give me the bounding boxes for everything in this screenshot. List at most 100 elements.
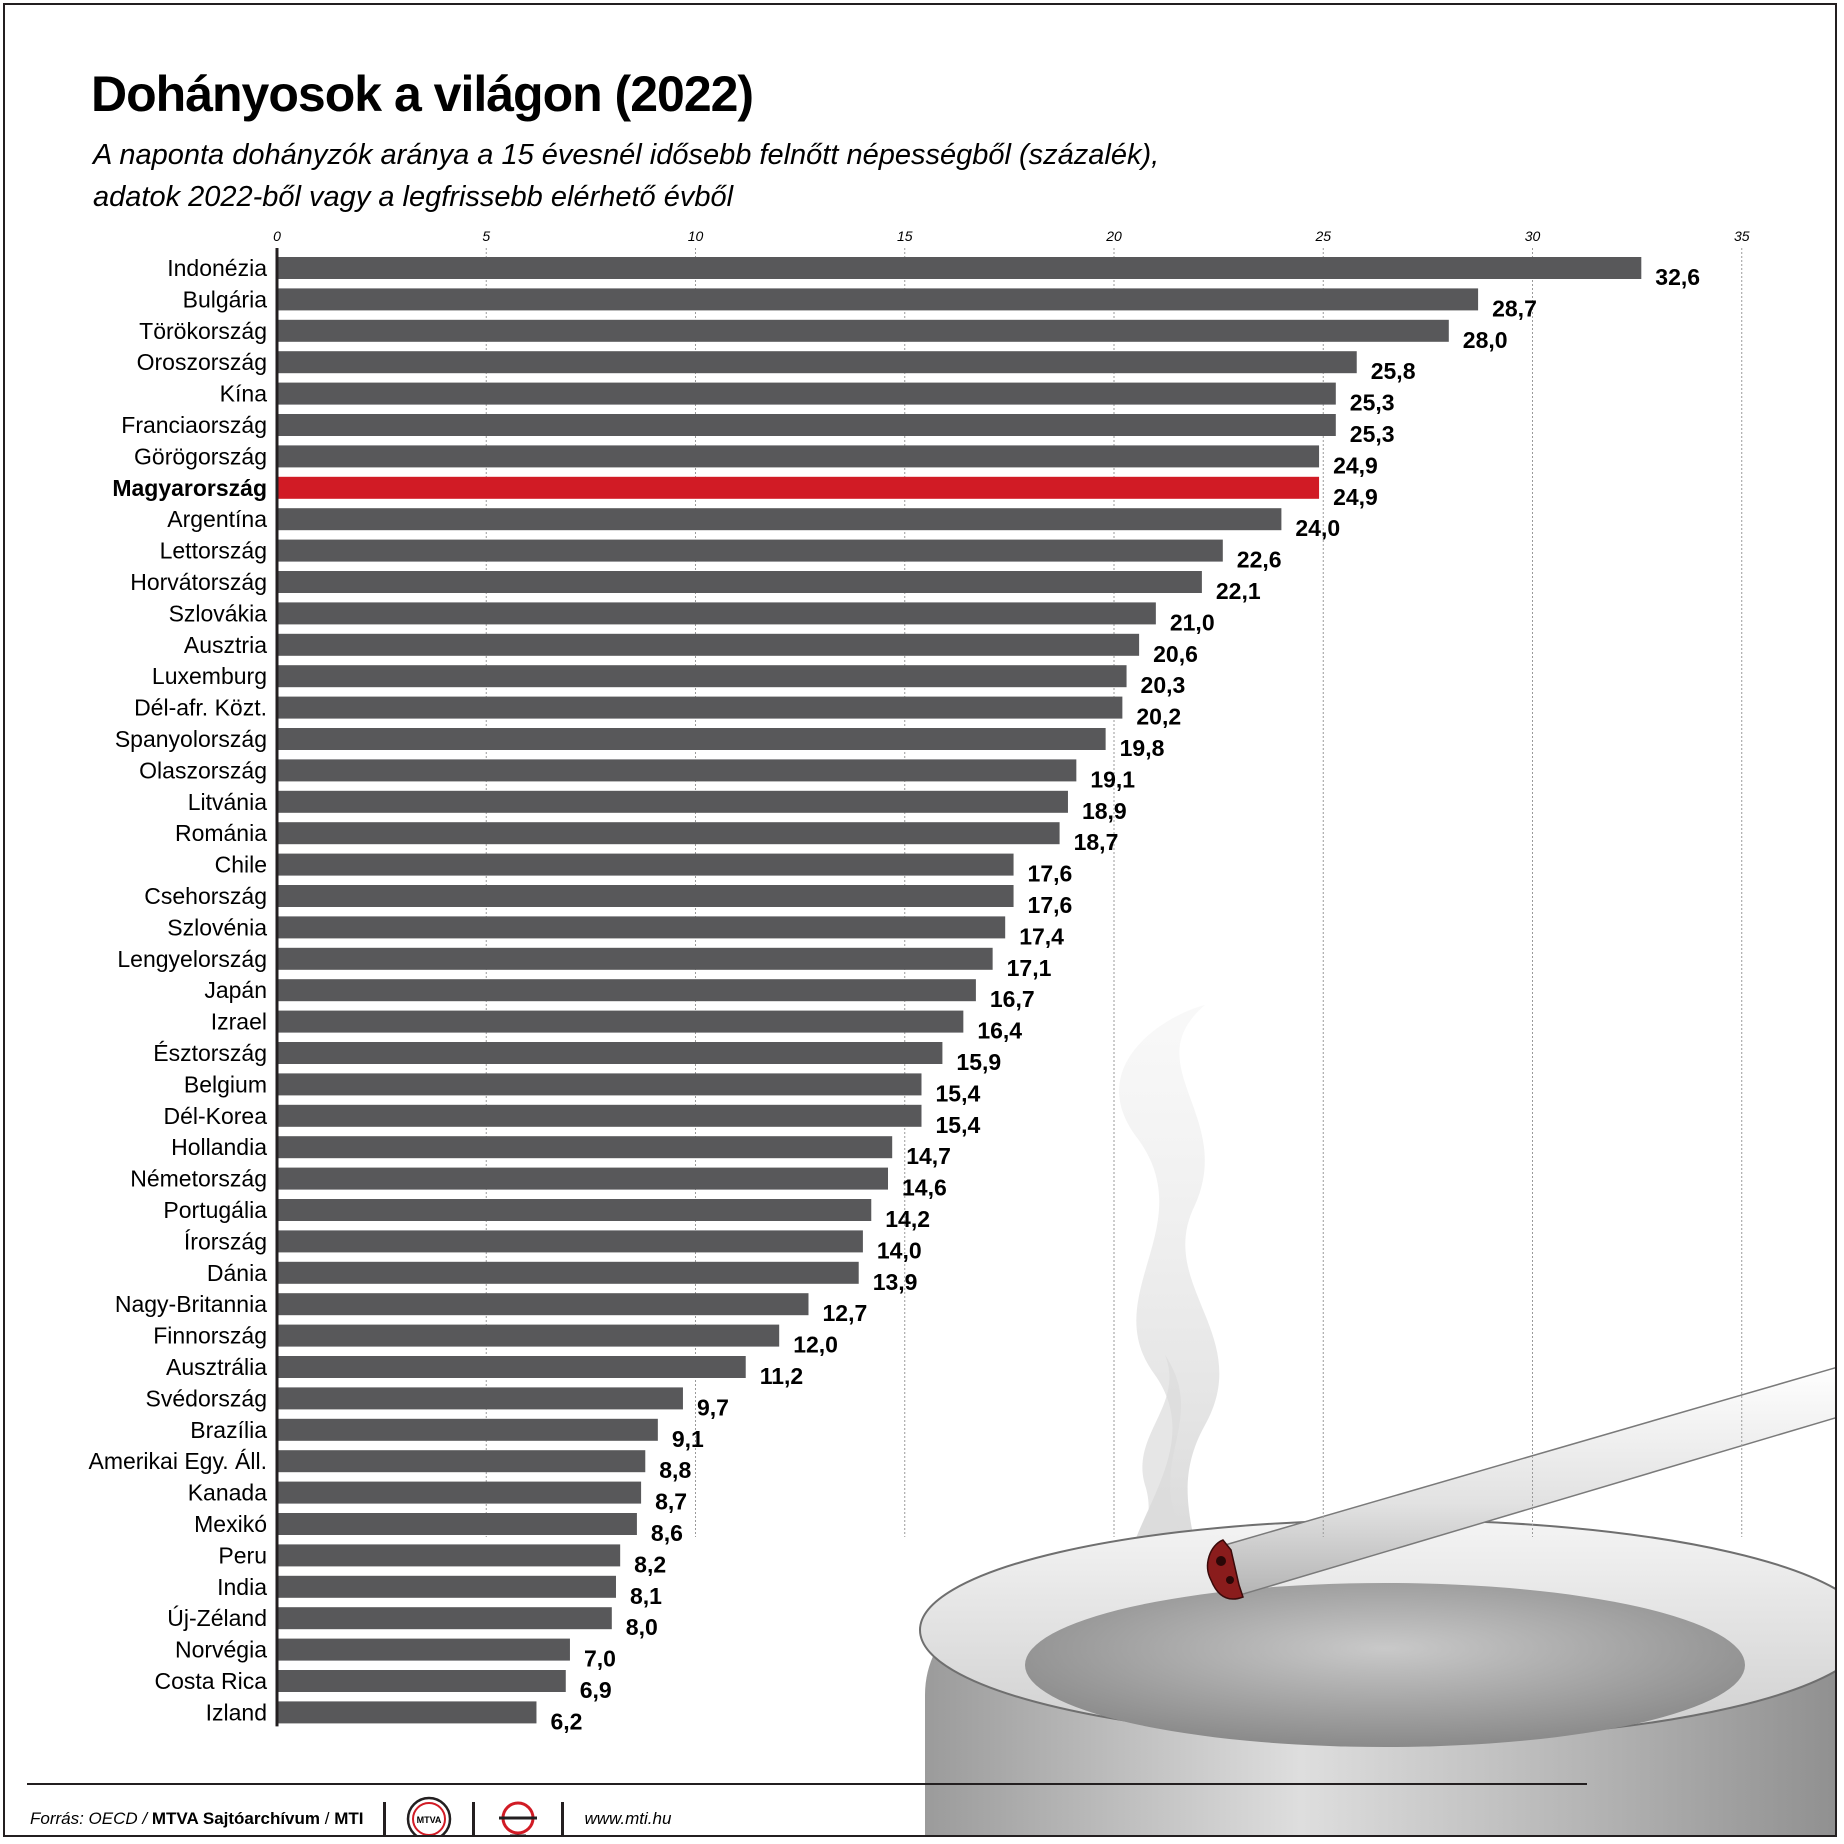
category-label: Luxemburg: [152, 663, 267, 689]
category-label: Brazília: [190, 1417, 267, 1443]
bar: [277, 445, 1320, 468]
category-label: Franciaország: [121, 412, 267, 438]
footer-divider: [27, 1783, 1587, 1785]
infographic: Dohányosok a világon (2022) A naponta do…: [3, 3, 1837, 1837]
footer-separator: [561, 1802, 565, 1835]
category-label: Japán: [204, 977, 267, 1003]
bar: [277, 602, 1156, 625]
bar: [277, 382, 1336, 405]
value-label: 8,1: [630, 1583, 662, 1609]
category-label: Kína: [220, 381, 268, 407]
ashtray-cigarette-illustration: [919, 1005, 1835, 1835]
page-title: Dohányosok a világon (2022): [91, 66, 754, 122]
category-label: Írország: [184, 1228, 267, 1254]
value-label: 32,6: [1655, 264, 1700, 290]
value-label: 6,2: [550, 1708, 582, 1734]
value-label: 7,0: [584, 1646, 616, 1672]
value-label: 25,3: [1350, 421, 1395, 447]
bar: [277, 1293, 809, 1316]
bar: [277, 539, 1223, 562]
value-label: 14,0: [877, 1237, 922, 1263]
footer-separator: [472, 1802, 476, 1835]
category-label: Dél-afr. Közt.: [134, 695, 267, 721]
bar: [277, 1199, 872, 1221]
category-label: Oroszország: [137, 349, 267, 375]
x-axis-ticks: 0 5 10 15 20 25 30 35: [273, 228, 1750, 244]
source-archive: MTVA Sajtóarchívum: [151, 1809, 320, 1828]
category-label: Indonézia: [167, 255, 267, 281]
value-label: 16,4: [977, 1018, 1022, 1044]
category-label: Belgium: [184, 1071, 267, 1097]
value-label: 9,7: [697, 1394, 729, 1420]
value-label: 17,1: [1007, 955, 1052, 981]
value-label: 18,7: [1074, 829, 1119, 855]
bar: [277, 1481, 642, 1504]
category-label: Törökország: [139, 318, 267, 344]
category-label: Norvégia: [175, 1637, 267, 1663]
x-tick-label: 0: [273, 228, 281, 244]
category-label: Finnország: [153, 1323, 267, 1349]
bar: [277, 696, 1123, 719]
source-prefix: Forrás: OECD /: [30, 1809, 148, 1828]
value-label: 20,6: [1153, 641, 1198, 667]
value-label: 14,7: [906, 1143, 951, 1169]
bar: [277, 1136, 893, 1159]
value-label: 6,9: [580, 1677, 612, 1703]
bar: [277, 1324, 780, 1347]
x-tick-label: 10: [688, 228, 704, 244]
category-label: Új-Zéland: [167, 1605, 267, 1631]
mtva-logo-text: MTVA: [417, 1815, 442, 1825]
value-label: 19,8: [1120, 735, 1165, 761]
bar: [277, 1607, 612, 1630]
bar-chart: 0 5 10 15 20 25 30 35 Indonézia Bulgária Törökors…: [88, 228, 1750, 1734]
x-tick-label: 5: [482, 228, 490, 244]
x-tick-label: 35: [1734, 228, 1750, 244]
bar: [277, 1356, 746, 1378]
bar: [277, 1544, 621, 1567]
category-label: Szlovénia: [167, 914, 267, 940]
bar: [277, 1450, 646, 1473]
bar: [277, 1073, 922, 1096]
category-label: Peru: [218, 1542, 267, 1568]
value-label: 28,7: [1492, 295, 1537, 321]
category-labels: Indonézia Bulgária Törökország Oroszország K…: [88, 255, 267, 1725]
value-label: 9,1: [672, 1426, 704, 1452]
category-label: Hollandia: [171, 1134, 267, 1160]
category-label: Izland: [206, 1699, 267, 1725]
bar: [277, 665, 1127, 688]
bar: [277, 1701, 537, 1724]
bar: [277, 1230, 863, 1253]
value-label: 18,9: [1082, 798, 1127, 824]
value-label: 24,0: [1295, 515, 1340, 541]
bar: [277, 885, 1014, 907]
bar: [277, 1513, 637, 1535]
bar: [277, 790, 1068, 813]
bar: [277, 979, 976, 1002]
bar: [277, 571, 1202, 593]
value-label: 28,0: [1463, 327, 1508, 353]
mti-logo-icon: [499, 1801, 538, 1835]
bar: [277, 1010, 964, 1033]
bar: [277, 1167, 889, 1190]
value-label: 12,0: [793, 1332, 838, 1358]
value-label: 11,2: [760, 1363, 804, 1389]
value-label: 20,2: [1136, 704, 1181, 730]
category-label: Olaszország: [139, 757, 267, 783]
subtitle-line-2: adatok 2022-ből vagy a legfrissebb elérh…: [93, 181, 734, 213]
category-label: Szlovákia: [169, 600, 268, 626]
bar: [277, 1418, 658, 1441]
footer-separator: [383, 1802, 387, 1835]
bar: [277, 1387, 683, 1410]
value-label: 13,9: [873, 1269, 918, 1295]
value-label: 12,7: [822, 1300, 867, 1326]
footer: Forrás: OECD / MTVA Sajtóarchívum / MTI …: [30, 1795, 671, 1835]
category-label: Costa Rica: [155, 1668, 268, 1694]
value-label: 8,8: [659, 1457, 691, 1483]
value-label: 22,1: [1216, 578, 1261, 604]
category-label: Bulgária: [183, 286, 268, 312]
category-label: Nagy-Britannia: [115, 1291, 267, 1317]
value-label: 22,6: [1237, 547, 1282, 573]
bar: [277, 1638, 570, 1661]
value-label: 17,6: [1028, 892, 1073, 918]
bar: [277, 508, 1282, 531]
